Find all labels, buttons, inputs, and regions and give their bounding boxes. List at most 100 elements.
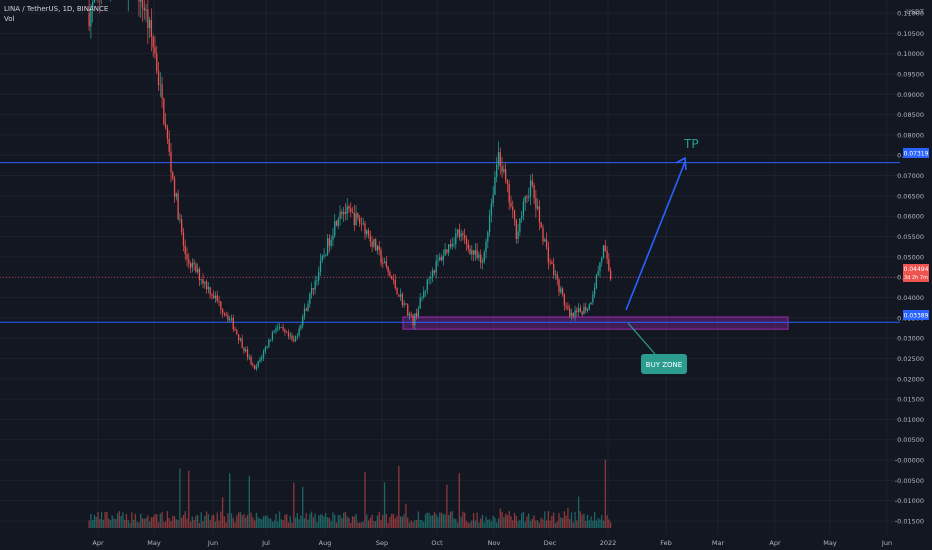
volume-bar bbox=[305, 512, 307, 528]
candle-body bbox=[211, 294, 213, 296]
volume-bar bbox=[520, 513, 523, 528]
volume-bar bbox=[202, 520, 204, 528]
candle-body bbox=[448, 244, 450, 253]
volume-bar bbox=[339, 514, 341, 528]
candle-body bbox=[193, 262, 195, 265]
tp-arrow bbox=[625, 156, 687, 311]
candle-body bbox=[483, 252, 485, 262]
candle-body bbox=[599, 262, 601, 272]
volume-bar bbox=[282, 520, 284, 528]
volume-bar bbox=[556, 521, 558, 528]
volume-bar bbox=[456, 522, 459, 528]
volume-bar bbox=[166, 511, 169, 528]
volume-bar bbox=[309, 513, 311, 528]
volume-bar bbox=[501, 511, 503, 528]
volume-bar bbox=[439, 512, 441, 528]
candle-body bbox=[462, 233, 464, 236]
candle-body bbox=[542, 227, 544, 242]
volume-bar bbox=[542, 519, 544, 528]
candle-body bbox=[92, 2, 94, 10]
candle-body bbox=[309, 293, 311, 305]
candle-body bbox=[172, 172, 174, 179]
volume-bar bbox=[321, 514, 323, 528]
volume-bar bbox=[490, 521, 493, 528]
candle-body bbox=[289, 335, 291, 337]
price-label-tp-text: 0.07319 bbox=[904, 151, 929, 158]
candle-body bbox=[334, 221, 336, 236]
volume-bar bbox=[437, 516, 439, 528]
volume-bar bbox=[341, 518, 343, 528]
volume-bar bbox=[182, 515, 185, 528]
candle-body bbox=[229, 319, 231, 321]
candle-body bbox=[464, 235, 466, 239]
candle-body bbox=[205, 281, 208, 290]
candle-body bbox=[455, 233, 457, 244]
candle-body bbox=[305, 308, 307, 311]
volume-bar bbox=[407, 517, 409, 528]
candle-body bbox=[456, 229, 459, 234]
candle-body bbox=[428, 278, 430, 280]
candle-body bbox=[312, 288, 315, 290]
candle-body bbox=[515, 219, 517, 240]
candle-body bbox=[145, 9, 147, 11]
volume-bar bbox=[554, 522, 557, 528]
candle-body bbox=[496, 164, 498, 178]
volume-bar bbox=[253, 520, 256, 528]
candle-body bbox=[391, 276, 393, 280]
volume-bar bbox=[601, 515, 603, 528]
candle-body bbox=[471, 250, 473, 255]
volume-bar bbox=[451, 511, 453, 528]
volume-bar bbox=[122, 512, 124, 528]
volume-bar bbox=[116, 513, 119, 528]
candle-body bbox=[602, 245, 605, 258]
candle-body bbox=[579, 308, 582, 312]
volume-bar bbox=[131, 512, 133, 528]
candle-body bbox=[159, 84, 161, 86]
candle-body bbox=[508, 184, 510, 203]
candle-body bbox=[376, 245, 379, 251]
candle-body bbox=[531, 180, 533, 186]
volume-bar bbox=[177, 520, 179, 528]
volume-bars bbox=[88, 459, 612, 528]
volume-bar bbox=[512, 520, 514, 528]
candle-body bbox=[202, 279, 204, 284]
time-axis[interactable]: Apr May Jun Jul Aug Sep Oct Nov Dec 2022 Feb Mar Apr… bbox=[92, 539, 892, 547]
price-tick-label: 0.06500 bbox=[897, 192, 924, 200]
volume-bar bbox=[303, 518, 306, 528]
candle-body bbox=[186, 254, 188, 260]
candle-body bbox=[357, 213, 359, 218]
volume-bar bbox=[289, 516, 291, 528]
volume-bar bbox=[561, 518, 564, 528]
candle-body bbox=[538, 206, 541, 223]
volume-bar bbox=[383, 482, 386, 528]
candle-body bbox=[197, 268, 199, 272]
candle-body bbox=[157, 71, 160, 85]
candle-body bbox=[239, 338, 242, 341]
volume-bar bbox=[232, 517, 234, 528]
volume-bar bbox=[394, 518, 396, 528]
candle-body bbox=[319, 260, 322, 272]
price-tick-label: 0.09000 bbox=[897, 91, 924, 99]
volume-bar bbox=[245, 517, 247, 528]
volume-bar bbox=[378, 511, 380, 528]
volume-bar bbox=[270, 518, 272, 528]
candle-body bbox=[344, 211, 347, 214]
time-tick-label: Mar bbox=[712, 539, 725, 547]
volume-bar bbox=[481, 515, 484, 528]
volume-bar bbox=[453, 518, 455, 528]
candle-body bbox=[287, 332, 290, 337]
candle-body bbox=[330, 240, 332, 246]
volume-bar bbox=[325, 512, 327, 528]
candle-body bbox=[156, 53, 158, 72]
volume-bar bbox=[97, 512, 99, 528]
candle-body bbox=[601, 257, 603, 263]
volume-bar bbox=[318, 515, 320, 528]
volume-bar bbox=[417, 511, 420, 528]
volume-bar bbox=[154, 513, 156, 528]
candle-body bbox=[246, 349, 249, 358]
candle-body bbox=[209, 286, 211, 295]
candle-body bbox=[556, 274, 558, 280]
candle-body bbox=[561, 288, 564, 295]
price-tick-label: 0.02500 bbox=[897, 355, 924, 363]
